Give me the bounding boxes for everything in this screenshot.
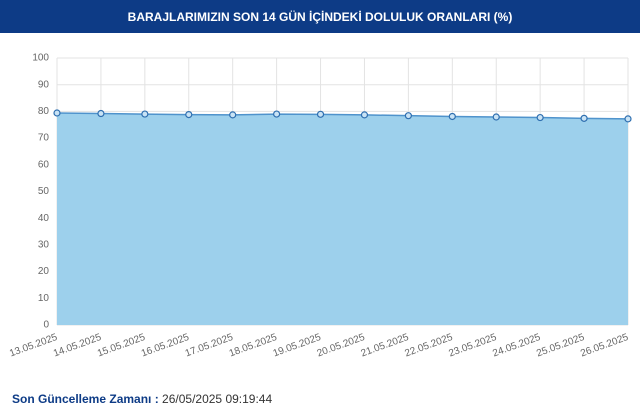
chart: 0 10 20 30 40 50 60 70 80 90 100 13.05.202514.05.20… (8, 53, 632, 360)
y-tick-label: 90 (38, 79, 50, 90)
y-tick-label: 30 (38, 240, 50, 251)
point (316, 110, 325, 118)
point (580, 114, 588, 122)
point (229, 111, 237, 119)
area-fill (57, 113, 628, 325)
point (273, 110, 281, 118)
point (624, 115, 632, 123)
y-tick-label: 80 (38, 106, 50, 117)
point (185, 111, 193, 119)
point (492, 113, 500, 121)
x-tick-label: 17.05.2025 (184, 332, 235, 360)
line (56, 112, 629, 120)
x-tick-label: 19.05.2025 (272, 332, 323, 360)
y-tick-label: 20 (38, 266, 50, 277)
x-tick-label: 15.05.2025 (96, 332, 147, 360)
y-tick-label: 10 (38, 293, 50, 304)
x-tick-label: 20.05.2025 (316, 332, 367, 360)
chart-title: BARAJLARIMIZIN SON 14 GÜN İÇİNDEKİ DOLUL… (0, 0, 640, 33)
footer: Son Güncelleme Zamanı : 26/05/2025 09:19… (12, 392, 272, 406)
point (404, 112, 412, 120)
y-tick-label: 50 (38, 186, 50, 197)
point (536, 113, 544, 122)
y-tick-label: 40 (38, 213, 50, 224)
x-tick-label: 16.05.2025 (140, 332, 191, 360)
point (448, 112, 456, 121)
x-tick-label: 18.05.2025 (228, 332, 279, 360)
point (53, 109, 61, 117)
update-label: Son Güncelleme Zamanı : (12, 392, 159, 406)
x-tick-label: 22.05.2025 (403, 332, 454, 360)
y-tick-label: 70 (38, 133, 50, 144)
x-tick-label: 25.05.2025 (535, 332, 586, 360)
y-tick-label: 100 (32, 53, 49, 64)
x-tick-label: 23.05.2025 (447, 332, 498, 360)
point (141, 110, 149, 118)
x-tick-label: 13.05.2025 (8, 332, 59, 360)
x-tick-label: 21.05.2025 (360, 332, 411, 360)
x-tick-label: 26.05.2025 (579, 332, 630, 360)
x-tick-label: 14.05.2025 (52, 332, 103, 360)
point (97, 109, 105, 118)
update-time: 26/05/2025 09:19:44 (162, 392, 273, 406)
x-tick-label: 24.05.2025 (491, 332, 542, 360)
y-tick-label: 60 (38, 159, 50, 170)
y-tick-label: 0 (43, 320, 49, 331)
point (360, 111, 369, 119)
